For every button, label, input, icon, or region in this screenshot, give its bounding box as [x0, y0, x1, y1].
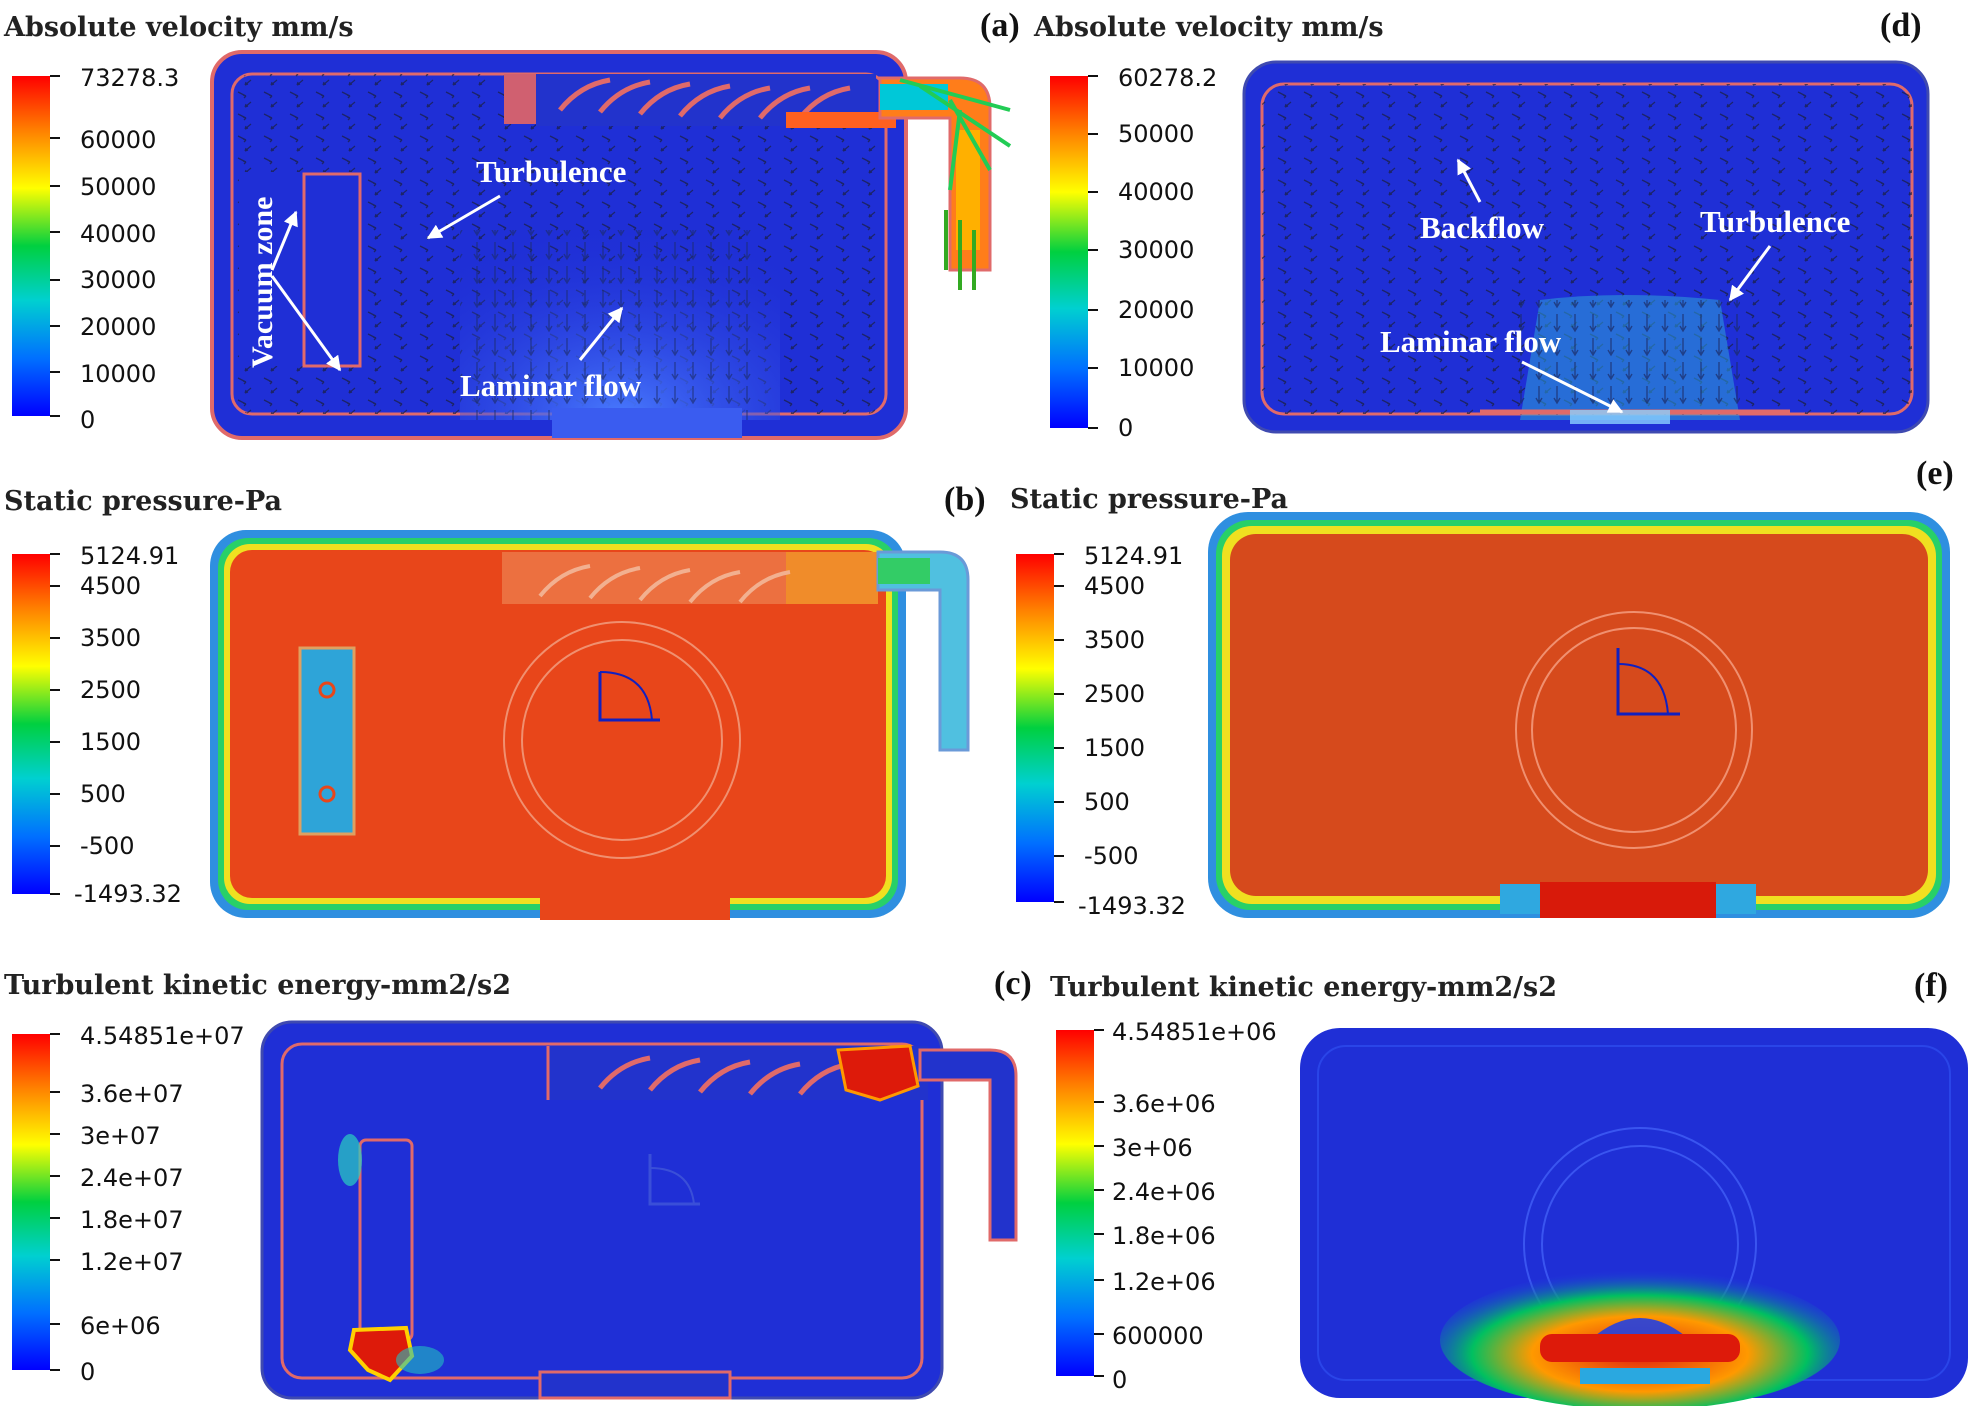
tick-label: 0: [1118, 414, 1133, 442]
panel-f: Turbulent kinetic energy-mm2/s2 (f) 4.54…: [1050, 967, 1968, 1406]
tick-label: 50000: [1118, 120, 1194, 148]
tick-label: 1.2e+07: [80, 1248, 184, 1276]
panel-a-label: (a): [980, 7, 1020, 44]
colorbar-ticks: 5124.91 4500 3500 2500 1500 500 -500 -14…: [1078, 542, 1186, 920]
panel-c-field: [260, 1020, 1018, 1400]
tick-label: 1500: [80, 728, 141, 756]
tick-label: 1.2e+06: [1112, 1268, 1216, 1296]
panel-d-label: (d): [1880, 7, 1922, 44]
colorbar-gradient: [1056, 1030, 1094, 1376]
tick-label: 3500: [1084, 626, 1145, 654]
tick-label: 3.6e+07: [80, 1080, 184, 1108]
panel-c-label: (c): [994, 965, 1032, 1002]
panel-b: Static pressure-Pa (b) 5124.91 4500 3500…: [4, 481, 986, 920]
colorbar-ticks: 73278.3 60000 50000 40000 30000 20000 10…: [80, 64, 179, 434]
panel-e-label: (e): [1916, 455, 1954, 492]
tick-label: 2.4e+07: [80, 1164, 184, 1192]
panel-b-colorbar: 5124.91 4500 3500 2500 1500 500 -500 -14…: [12, 542, 182, 908]
panel-d: Absolute velocity mm/s (d) 60278.2 50000…: [1033, 7, 1930, 442]
colorbar-ticks: 4.54851e+07 3.6e+07 3e+07 2.4e+07 1.8e+0…: [80, 1022, 245, 1386]
colorbar-gradient: [12, 76, 50, 416]
annotation-laminar-flow: Laminar flow: [1380, 324, 1562, 359]
tick-label: 600000: [1112, 1322, 1204, 1350]
annotation-vacuum-zone: Vacuum zone: [246, 197, 279, 368]
panel-e-title: Static pressure-Pa: [1010, 484, 1288, 515]
panel-e-colorbar: 5124.91 4500 3500 2500 1500 500 -500 -14…: [1016, 542, 1186, 920]
panel-b-field: [210, 530, 970, 920]
tick-label: 4.54851e+06: [1112, 1018, 1277, 1046]
tick-label: 2500: [1084, 680, 1145, 708]
tick-label: 5124.91: [80, 542, 179, 570]
tick-label: 2500: [80, 676, 141, 704]
tick-label: 73278.3: [80, 64, 179, 92]
tick-label: 4500: [1084, 572, 1145, 600]
tick-label: 5124.91: [1084, 542, 1183, 570]
colorbar-gradient: [12, 1034, 50, 1370]
panel-a: Absolute velocity mm/s (a) 73278.3 60000…: [3, 7, 1020, 440]
tick-label: 60000: [80, 126, 156, 154]
tick-label: 4500: [80, 572, 141, 600]
panel-c-colorbar: 4.54851e+07 3.6e+07 3e+07 2.4e+07 1.8e+0…: [12, 1022, 245, 1386]
tick-label: 20000: [1118, 296, 1194, 324]
tick-label: 1.8e+07: [80, 1206, 184, 1234]
tick-label: -500: [80, 832, 134, 860]
annotation-backflow: Backflow: [1420, 210, 1545, 245]
panel-f-title: Turbulent kinetic energy-mm2/s2: [1050, 972, 1557, 1003]
tick-label: 20000: [80, 313, 156, 341]
tick-label: 0: [1112, 1366, 1127, 1394]
colorbar-gradient: [12, 554, 50, 894]
tick-label: 10000: [80, 360, 156, 388]
panel-d-annotations: Backflow Turbulence Laminar flow: [1380, 158, 1850, 414]
tick-label: 40000: [1118, 178, 1194, 206]
panel-f-label: (f): [1914, 967, 1948, 1004]
tick-label: 30000: [1118, 236, 1194, 264]
tick-label: -500: [1084, 842, 1138, 870]
panel-e: Static pressure-Pa (e) 5124.91 4500 3500…: [1010, 455, 1954, 920]
tick-label: 3500: [80, 624, 141, 652]
panel-a-field: [210, 50, 1012, 440]
tick-label: 3e+07: [80, 1122, 161, 1150]
panel-c: Turbulent kinetic energy-mm2/s2 (c) 4.54…: [4, 965, 1032, 1400]
tick-label: 2.4e+06: [1112, 1178, 1216, 1206]
tick-label: 60278.2: [1118, 64, 1217, 92]
tick-label: -1493.32: [1078, 892, 1186, 920]
colorbar-ticks: 60278.2 50000 40000 30000 20000 10000 0: [1118, 64, 1217, 442]
panel-d-colorbar: 60278.2 50000 40000 30000 20000 10000 0: [1050, 64, 1217, 442]
panel-b-label: (b): [944, 481, 986, 518]
panel-f-colorbar: 4.54851e+06 3.6e+06 3e+06 2.4e+06 1.8e+0…: [1056, 1018, 1277, 1394]
tick-label: 0: [80, 406, 95, 434]
panel-e-field: [1208, 512, 1950, 918]
tick-label: 3e+06: [1112, 1134, 1193, 1162]
panel-a-annotations: Vacuum zone Turbulence Laminar flow: [246, 154, 642, 403]
panel-b-title: Static pressure-Pa: [4, 486, 282, 517]
tick-label: 40000: [80, 220, 156, 248]
panel-a-colorbar: 73278.3 60000 50000 40000 30000 20000 10…: [12, 64, 179, 434]
colorbar-gradient: [1016, 554, 1054, 902]
tick-label: 0: [80, 1358, 95, 1386]
tick-label: 10000: [1118, 354, 1194, 382]
panel-f-field: [1300, 1028, 1968, 1406]
annotation-turbulence: Turbulence: [1700, 204, 1850, 239]
tick-label: 1.8e+06: [1112, 1222, 1216, 1250]
annotation-laminar-flow: Laminar flow: [460, 368, 642, 403]
tick-label: 4.54851e+07: [80, 1022, 245, 1050]
tick-label: 500: [1084, 788, 1130, 816]
panel-d-field: [1242, 60, 1930, 434]
tick-label: 6e+06: [80, 1312, 161, 1340]
tick-label: -1493.32: [74, 880, 182, 908]
colorbar-ticks: 4.54851e+06 3.6e+06 3e+06 2.4e+06 1.8e+0…: [1112, 1018, 1277, 1394]
panel-a-title: Absolute velocity mm/s: [3, 12, 354, 43]
panel-d-title: Absolute velocity mm/s: [1033, 12, 1384, 43]
tick-label: 50000: [80, 173, 156, 201]
annotation-turbulence: Turbulence: [476, 154, 626, 189]
tick-label: 3.6e+06: [1112, 1090, 1216, 1118]
colorbar-gradient: [1050, 76, 1088, 428]
tick-label: 500: [80, 780, 126, 808]
colorbar-ticks: 5124.91 4500 3500 2500 1500 500 -500 -14…: [74, 542, 182, 908]
tick-label: 30000: [80, 266, 156, 294]
tick-label: 1500: [1084, 734, 1145, 762]
panel-c-title: Turbulent kinetic energy-mm2/s2: [4, 970, 511, 1001]
